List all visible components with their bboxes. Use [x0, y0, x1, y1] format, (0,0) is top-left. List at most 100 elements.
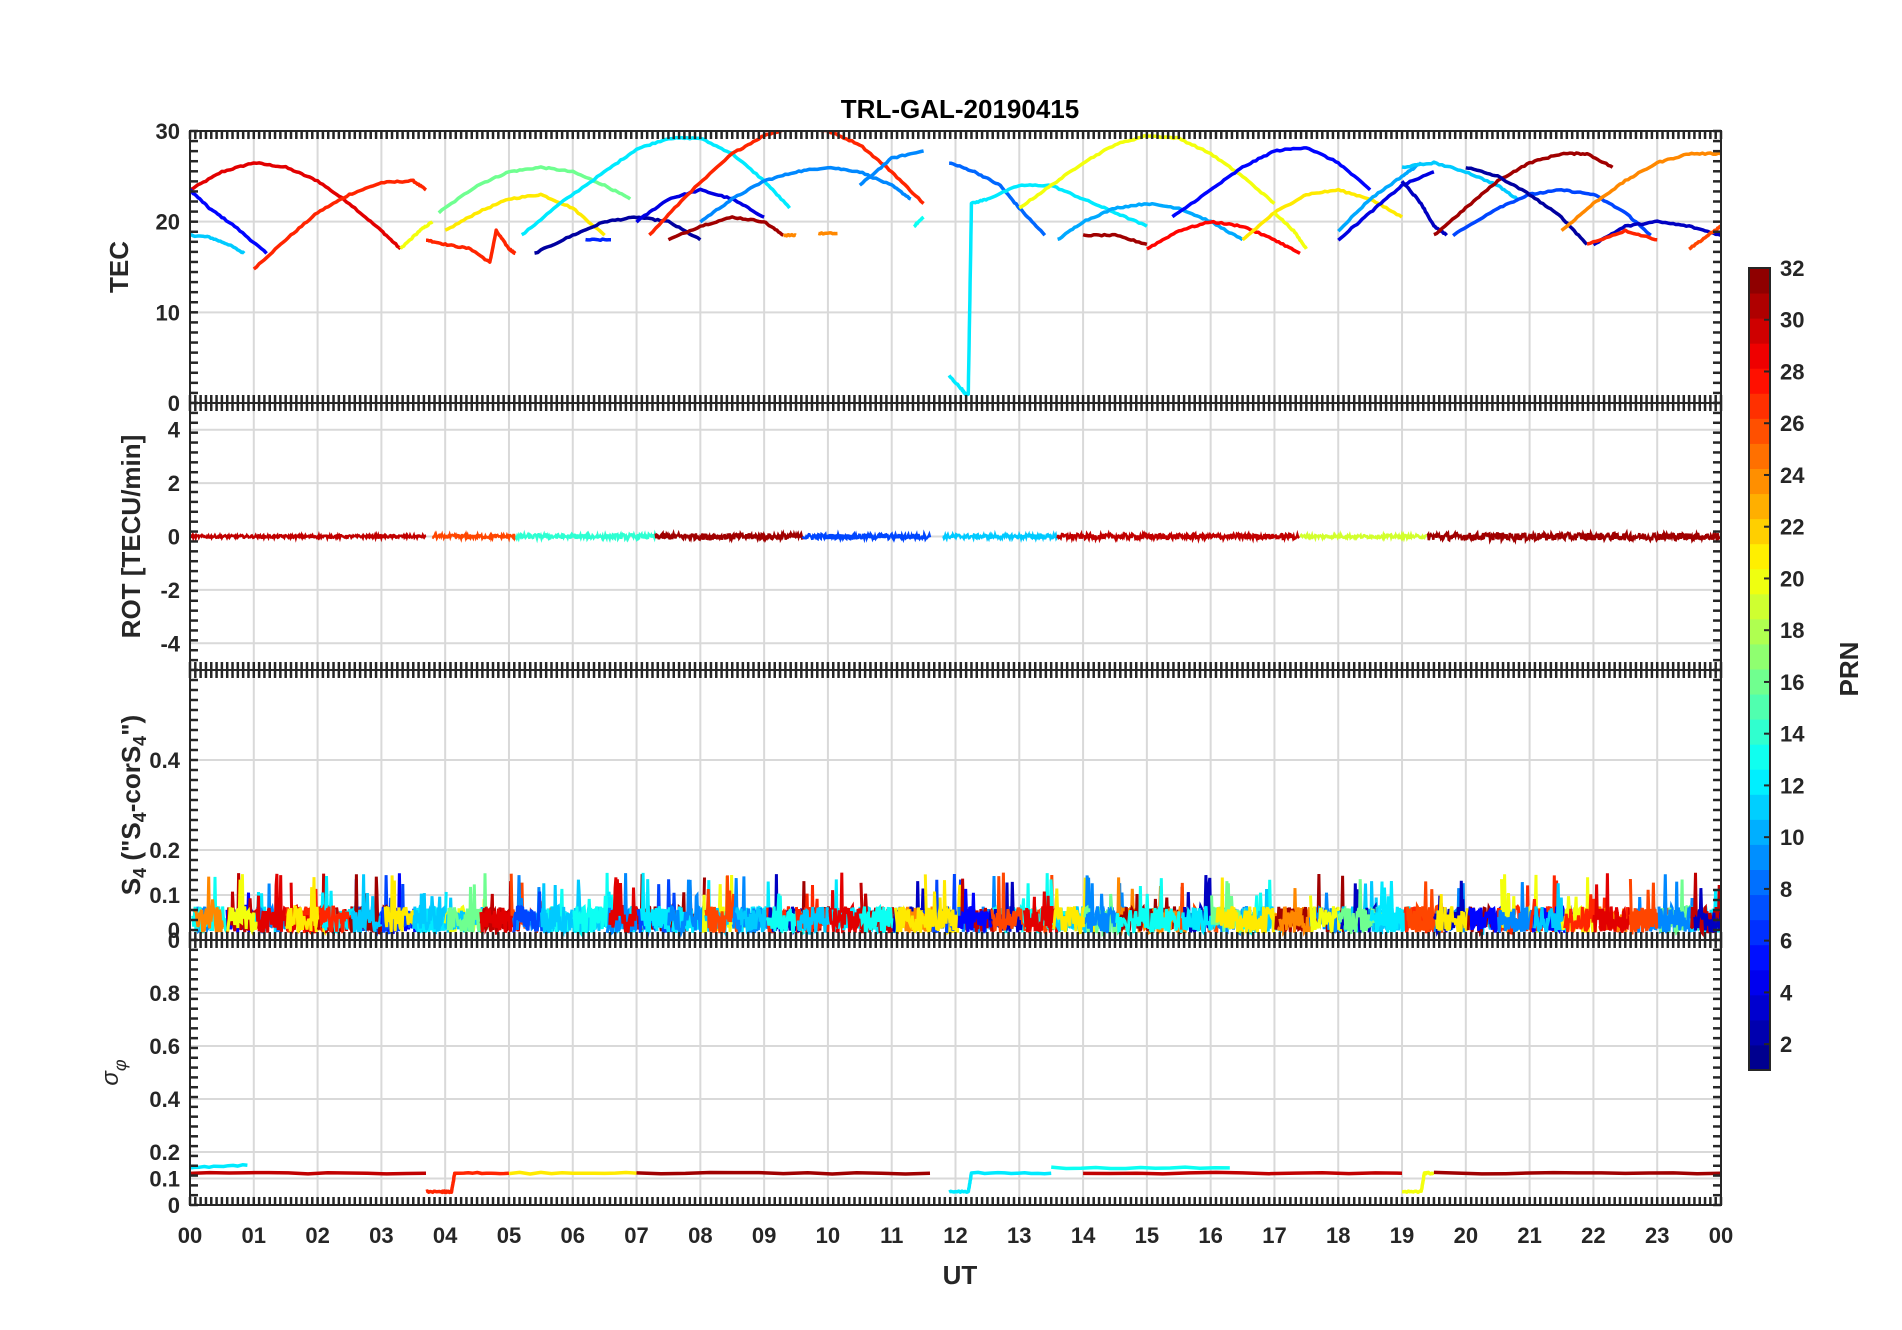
series-line-prn-5	[1171, 146, 1372, 219]
y-tick-label: 0	[168, 525, 180, 550]
y-axis-label: S4 ("S4-corS4")	[116, 715, 150, 895]
x-tick-label: 06	[561, 1223, 585, 1248]
y-tick-label: 10	[156, 300, 180, 325]
series-line-prn-12	[639, 872, 672, 933]
x-tick-label: 19	[1390, 1223, 1414, 1248]
x-tick-label: 13	[1007, 1223, 1031, 1248]
y-tick-label: 0.8	[149, 981, 180, 1006]
series-line-prn-7	[1452, 188, 1652, 237]
colorbar-tick-label: 10	[1780, 825, 1804, 850]
series-line-prn-24	[817, 231, 838, 236]
series-line-prn-13	[1115, 885, 1158, 937]
series-line-prn-21	[923, 874, 962, 933]
colorbar-swatch	[1749, 844, 1770, 870]
colorbar-tick-label: 2	[1780, 1032, 1792, 1057]
data-layer	[190, 528, 1721, 545]
colorbar-swatch	[1749, 894, 1770, 921]
panel-sigma_phi: 00.10.20.40.60.8σφ	[97, 938, 1723, 1218]
series-line-prn-11	[734, 906, 768, 935]
series-line-prn-12	[947, 183, 1148, 397]
ticks	[188, 668, 1723, 942]
series-line-prn-20	[1401, 1170, 1435, 1195]
y-axis-label: TEC	[104, 241, 134, 293]
x-tick-label: 15	[1135, 1223, 1159, 1248]
x-tick-label: 14	[1071, 1223, 1096, 1248]
series-line-prn-29	[479, 906, 517, 933]
series-line-prn-11	[190, 233, 246, 255]
series-line-prn-2	[1465, 166, 1589, 246]
series-line-prn-24	[193, 876, 224, 933]
y-tick-label: 20	[156, 210, 180, 235]
y-tick-label: 0.6	[149, 1034, 180, 1059]
x-tick-label: 22	[1581, 1223, 1605, 1248]
colorbar-tick-label: 12	[1780, 773, 1804, 798]
series-line-prn-21	[1435, 894, 1474, 933]
series-line-prn-29	[828, 907, 866, 934]
series-line-prn-9	[699, 165, 912, 224]
series-line-prn-11	[1401, 160, 1519, 201]
series-line-prn-27	[648, 131, 925, 237]
colorbar-swatch	[1749, 343, 1770, 369]
colorbar-swatch	[1749, 318, 1770, 344]
series-line-prn-26	[431, 529, 517, 543]
series-line-prn-28	[1146, 219, 1301, 255]
series-line-prn-3	[1693, 888, 1721, 933]
series-line-prn-31	[1433, 1170, 1721, 1176]
series-line-prn-26	[990, 872, 1028, 933]
colorbar-swatch	[1749, 769, 1770, 795]
x-tick-label: 08	[688, 1223, 712, 1248]
chart-title: TRL-GAL-20190415	[841, 94, 1079, 124]
x-tick-label: 00	[178, 1223, 202, 1248]
series-line-prn-20	[399, 220, 434, 250]
x-tick-label: 00	[1709, 1223, 1733, 1248]
y-tick-label: 0	[168, 928, 180, 953]
grid	[189, 940, 1722, 1206]
colorbar-swatch	[1749, 568, 1770, 595]
colorbar-swatch	[1749, 518, 1770, 545]
colorbar-tick-label: 20	[1780, 566, 1804, 591]
series-line-prn-8	[949, 161, 1047, 237]
series-line-prn-12	[190, 1163, 248, 1170]
x-tick-label: 17	[1262, 1223, 1286, 1248]
series-line-prn-20	[1273, 211, 1308, 250]
y-tick-label: 0.1	[149, 1167, 180, 1192]
colorbar-label: PRN	[1834, 642, 1864, 697]
series-line-prn-27	[252, 178, 428, 271]
colorbar-swatch	[1749, 1044, 1770, 1071]
series-line-prn-26	[704, 875, 739, 934]
y-tick-label: 0.1	[149, 883, 180, 908]
colorbar-swatch	[1749, 543, 1770, 570]
series-line-prn-13	[1148, 878, 1184, 934]
colorbar-tick-label: 16	[1780, 670, 1804, 695]
colorbar-swatch	[1749, 719, 1770, 745]
x-tick-label: 09	[752, 1223, 776, 1248]
series-line-prn-24	[782, 232, 797, 238]
series-line-prn-12	[1374, 880, 1411, 934]
series-line-prn-11	[350, 874, 385, 934]
x-tick-label: 11	[880, 1223, 903, 1248]
colorbar-swatch	[1749, 744, 1770, 770]
series-line-prn-7	[801, 529, 932, 544]
x-tick-label: 05	[497, 1223, 521, 1248]
colorbar-swatch	[1749, 593, 1770, 620]
colorbar-swatch	[1749, 669, 1770, 695]
series-line-prn-26	[1628, 878, 1663, 933]
series-line-prn-30	[190, 530, 427, 543]
series-line-prn-21	[893, 905, 930, 934]
x-tick-label: 12	[943, 1223, 967, 1248]
series-line-prn-24	[1560, 151, 1721, 232]
colorbar-swatch	[1749, 869, 1770, 896]
ticks	[188, 938, 1723, 1207]
series-line-prn-13	[1051, 1165, 1230, 1171]
series-line-prn-12	[948, 1170, 1052, 1194]
colorbar-swatch	[1749, 493, 1770, 520]
colorbar-swatch	[1749, 969, 1770, 996]
colorbar-swatch	[1749, 694, 1770, 720]
y-tick-label: 0	[168, 391, 180, 416]
colorbar-tick-label: 28	[1780, 359, 1804, 384]
series-line-prn-2	[534, 215, 702, 255]
series-line-prn-31	[1433, 151, 1614, 237]
series-line-prn-21	[508, 1170, 637, 1176]
